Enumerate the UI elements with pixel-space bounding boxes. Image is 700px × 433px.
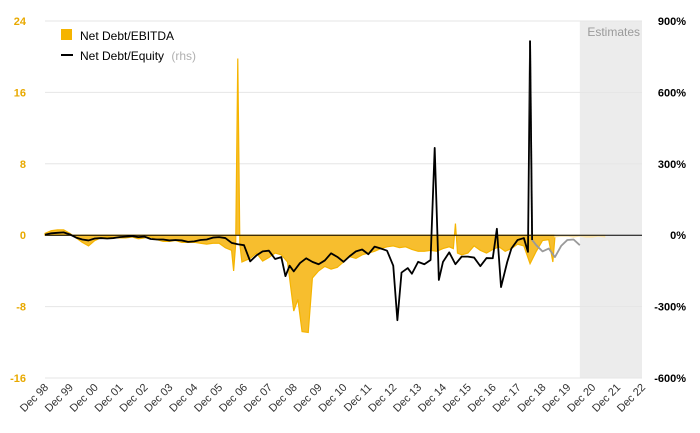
legend-label-rhs: (rhs) bbox=[171, 49, 196, 63]
left-tick-label: 8 bbox=[20, 159, 26, 171]
left-tick-label: -16 bbox=[10, 373, 26, 385]
right-tick-label: 0% bbox=[670, 230, 686, 242]
line-net-debt-equity bbox=[44, 40, 531, 322]
right-axis: 900% 600% 300% 0% -300% -600% bbox=[654, 16, 686, 385]
legend-label-net-debt-equity-name: Net Debt/Equity bbox=[80, 49, 164, 63]
left-tick-label: 0 bbox=[20, 230, 26, 242]
line-net-debt-equity-estimates bbox=[529, 40, 581, 258]
left-axis: 24 16 8 0 -8 -16 bbox=[10, 16, 27, 385]
legend-label-net-debt-equity: Net Debt/Equity (rhs) bbox=[80, 49, 196, 63]
legend-label-net-debt-ebitda: Net Debt/EBITDA bbox=[80, 29, 174, 43]
legend-swatch-area bbox=[61, 29, 72, 40]
left-tick-label: 16 bbox=[14, 87, 26, 99]
right-tick-label: 600% bbox=[658, 87, 686, 99]
area-net-debt-ebitda bbox=[44, 58, 556, 334]
left-tick-label: -8 bbox=[16, 302, 26, 314]
estimates-label: Estimates bbox=[587, 25, 640, 39]
left-tick-label: 24 bbox=[14, 16, 27, 28]
right-tick-label: -300% bbox=[654, 302, 686, 314]
legend: Net Debt/EBITDA Net Debt/Equity (rhs) bbox=[61, 29, 196, 63]
plot-area bbox=[44, 40, 642, 334]
right-tick-label: 300% bbox=[658, 159, 686, 171]
right-tick-label: 900% bbox=[658, 16, 686, 28]
line-net-debt-equity-join bbox=[529, 40, 534, 240]
right-tick-label: -600% bbox=[654, 373, 686, 385]
estimates-region bbox=[579, 21, 642, 378]
